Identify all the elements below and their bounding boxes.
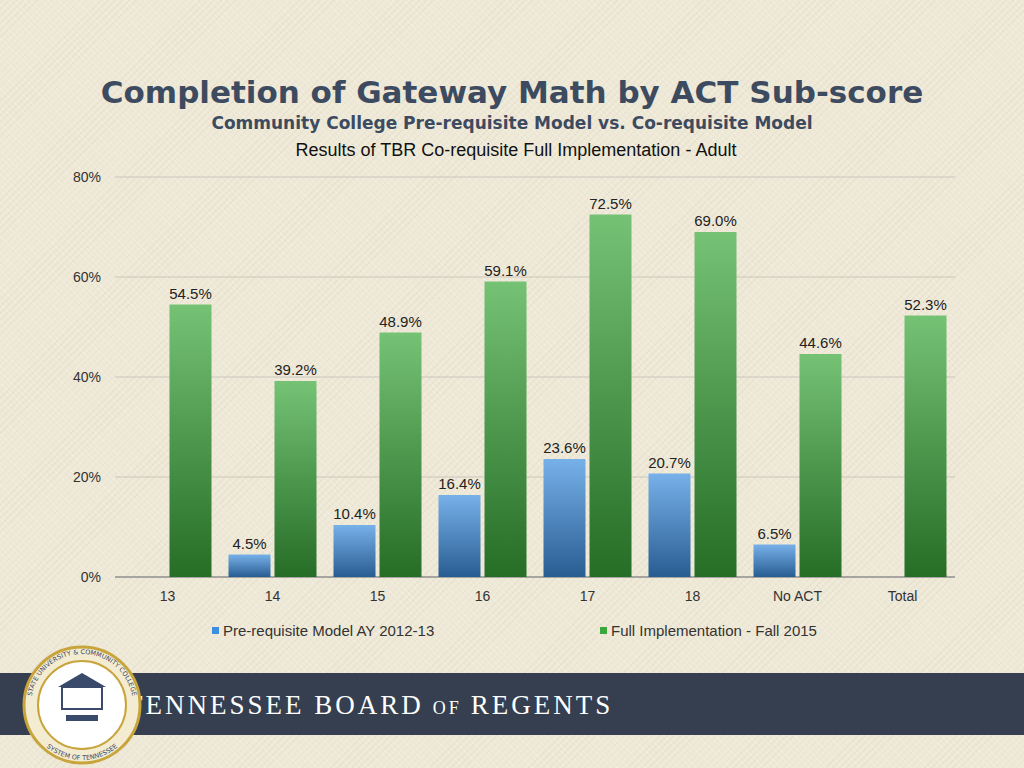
- x-tick-label: 13: [160, 588, 176, 604]
- data-label: 69.0%: [694, 212, 737, 229]
- seal-text: STATE UNIVERSITY & COMMUNITY COLLEGE: [26, 648, 138, 697]
- footer-part: REGENTS: [471, 690, 614, 720]
- bar: [905, 316, 947, 578]
- y-tick-label: 60%: [73, 269, 101, 285]
- bar: [229, 555, 271, 578]
- seal-base: [66, 715, 98, 721]
- bar: [590, 215, 632, 578]
- bar: [380, 333, 422, 578]
- data-label: 10.4%: [333, 505, 376, 522]
- x-tick-label: 18: [685, 588, 701, 604]
- title: Completion of Gateway Math by ACT Sub-sc…: [101, 74, 923, 110]
- subtitle: Community College Pre-requisite Model vs…: [211, 113, 812, 133]
- y-tick-label: 40%: [73, 369, 101, 385]
- data-label: 54.5%: [169, 285, 212, 302]
- bar: [544, 459, 586, 577]
- data-label: 44.6%: [799, 334, 842, 351]
- x-tick-label: No ACT: [773, 588, 822, 604]
- bar: [334, 525, 376, 577]
- bar: [649, 474, 691, 578]
- bar: [754, 545, 796, 578]
- seal-text-path: STATE UNIVERSITY & COMMUNITY COLLEGE: [26, 648, 138, 697]
- y-tick-label: 0%: [81, 569, 101, 585]
- legend-label: Full Implementation - Fall 2015: [611, 622, 817, 639]
- bars: [170, 215, 947, 578]
- legend-label: Pre-requisite Model AY 2012-13: [223, 622, 434, 639]
- legend-swatch: [212, 627, 219, 634]
- seal-inner: [38, 661, 126, 749]
- bar: [170, 305, 212, 578]
- bar: [275, 381, 317, 577]
- data-label: 4.5%: [232, 535, 266, 552]
- data-label: 23.6%: [543, 439, 586, 456]
- data-label: 72.5%: [589, 195, 632, 212]
- y-tick-label: 80%: [73, 169, 101, 185]
- legend-swatch: [600, 627, 607, 634]
- bar: [485, 282, 527, 578]
- data-label: 20.7%: [648, 454, 691, 471]
- legend: Pre-requisite Model AY 2012-13 Full Imple…: [212, 622, 817, 639]
- x-tick-label: Total: [888, 588, 918, 604]
- bar: [800, 354, 842, 577]
- bar: [695, 232, 737, 577]
- seal-roof: [58, 673, 106, 687]
- seal-text-path: SYSTEM OF TENNESSEE: [45, 742, 119, 762]
- footer-part: OF: [433, 698, 462, 718]
- seal: STATE UNIVERSITY & COMMUNITY COLLEGE SYST…: [24, 647, 140, 763]
- x-tick-label: 17: [580, 588, 596, 604]
- footer-band: [0, 673, 1024, 735]
- footer-part: TENNESSEE BOARD: [126, 690, 424, 720]
- y-tick-label: 20%: [73, 469, 101, 485]
- data-label: 39.2%: [274, 361, 317, 378]
- subtitle: Results of TBR Co-requisite Full Impleme…: [296, 140, 737, 160]
- seal-text: SYSTEM OF TENNESSEE: [45, 742, 119, 762]
- data-label: 52.3%: [904, 296, 947, 313]
- x-tick-label: 14: [265, 588, 281, 604]
- data-label: 48.9%: [379, 313, 422, 330]
- data-labels: 4.5% 10.4% 16.4% 23.6% 20.7% 6.5% 54.5% 39.2% 48…: [169, 195, 947, 552]
- data-label: 59.1%: [484, 262, 527, 279]
- bar: [439, 495, 481, 577]
- grid-line: [115, 177, 955, 178]
- chart-root: Completion of Gateway Math by ACT Sub-sc…: [0, 0, 1024, 768]
- grid-line: [115, 277, 955, 278]
- seal-outer: [24, 647, 140, 763]
- data-label: 16.4%: [438, 475, 481, 492]
- grid: [115, 177, 955, 577]
- x-tick-label: 16: [475, 588, 491, 604]
- seal-building: [62, 687, 102, 709]
- data-label: 6.5%: [757, 525, 791, 542]
- footer-text: TENNESSEE BOARD OF REGENTS: [126, 690, 613, 720]
- x-tick-label: 15: [370, 588, 386, 604]
